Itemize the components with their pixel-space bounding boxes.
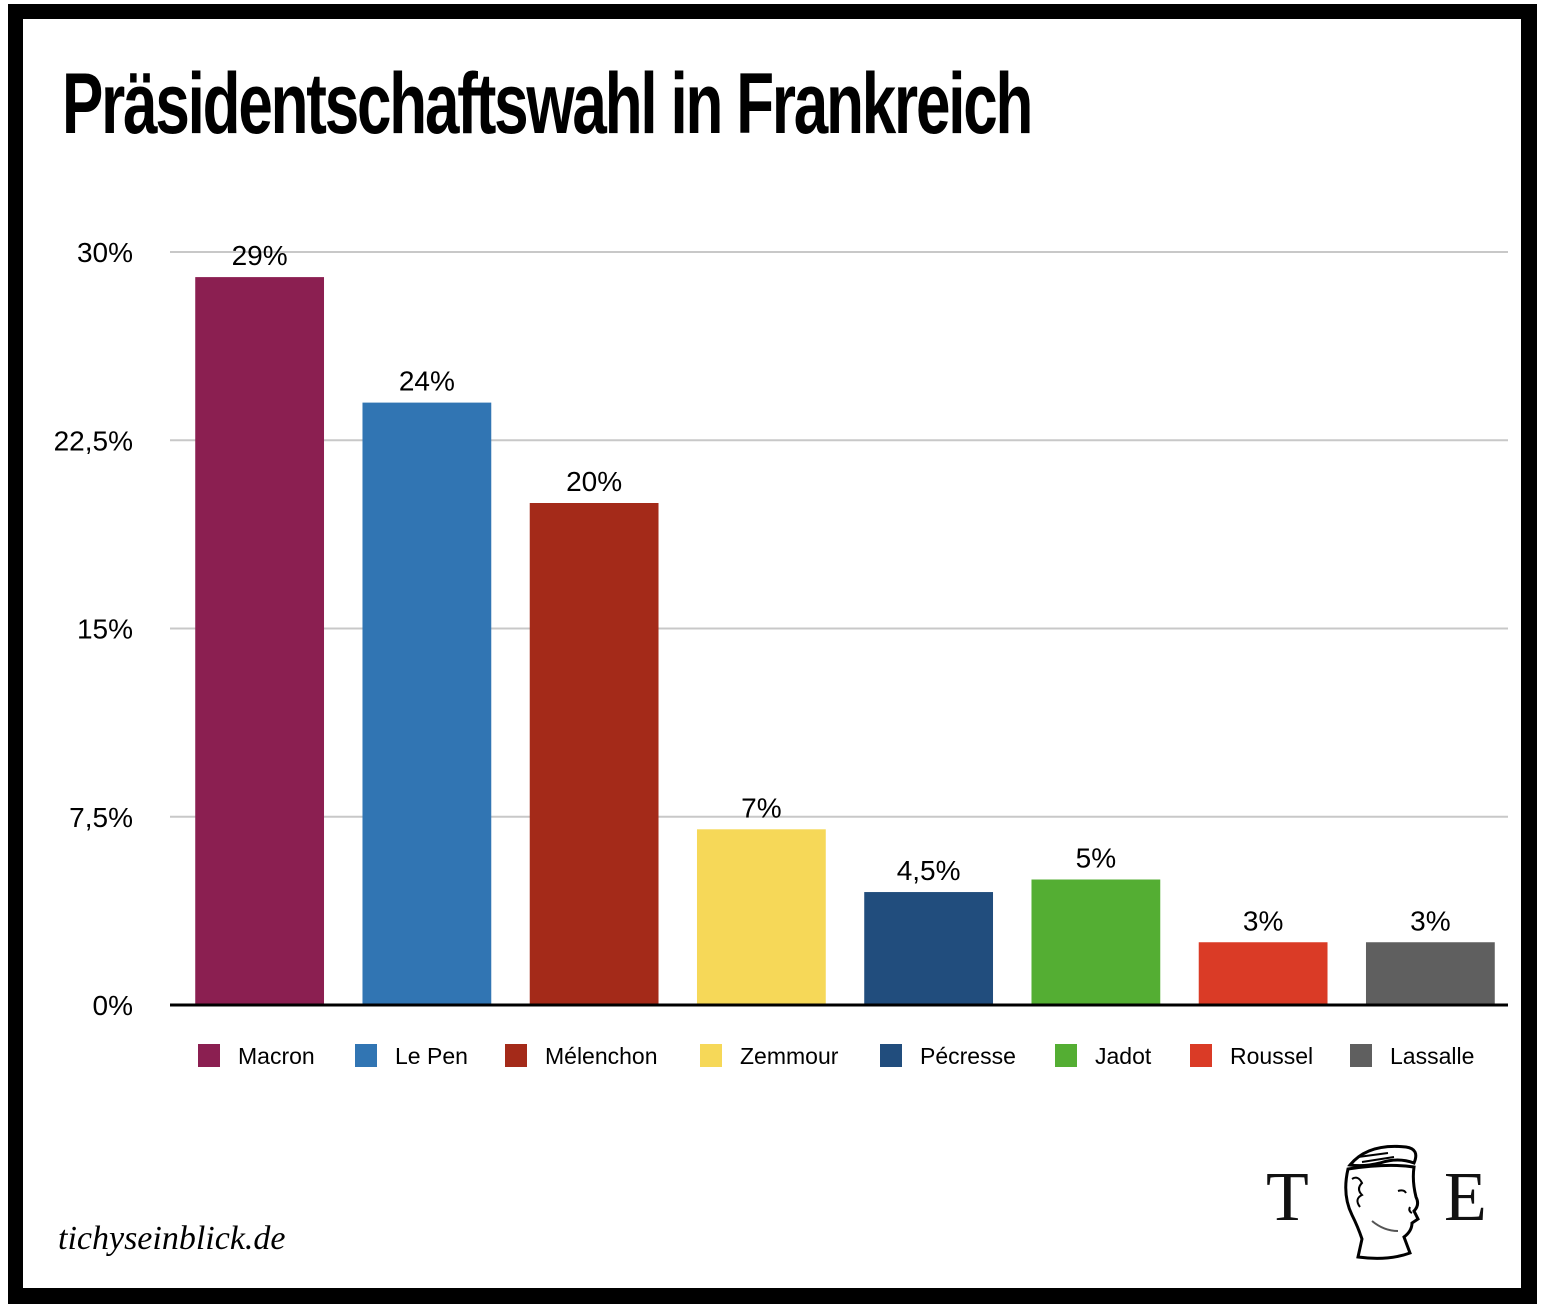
legend-label: Pécresse <box>920 1043 1016 1069</box>
y-tick-label: 15% <box>77 614 133 645</box>
logo-letter-e: E <box>1444 1159 1487 1236</box>
data-label: 5% <box>1076 843 1116 874</box>
site-name: tichyseinblick.de <box>58 1220 286 1257</box>
legend-swatch <box>1055 1044 1077 1067</box>
y-tick-label: 7,5% <box>69 802 133 833</box>
bar-pcresse <box>864 892 994 1005</box>
legend: Macron Le Pen Mélenchon Zemmour Pécresse Jado… <box>198 1043 1474 1069</box>
te-logo: T E <box>1262 1135 1502 1265</box>
hermes-head-icon <box>1344 1144 1420 1260</box>
legend-label: Jadot <box>1095 1043 1152 1069</box>
legend-swatch <box>1190 1044 1212 1067</box>
y-tick-label: 22,5% <box>54 425 133 456</box>
logo-letter-t: T <box>1266 1159 1309 1236</box>
y-tick-label: 30% <box>77 237 133 268</box>
bar-lassalle <box>1365 942 1495 1005</box>
legend-swatch <box>505 1044 527 1067</box>
bar-roussel <box>1198 942 1328 1005</box>
data-label: 24% <box>399 366 455 397</box>
data-label: 4,5% <box>897 855 961 886</box>
bar-jadot <box>1031 879 1161 1005</box>
y-tick-label: 0% <box>93 990 133 1021</box>
legend-swatch <box>1350 1044 1372 1067</box>
legend-label: Le Pen <box>395 1043 468 1069</box>
data-label: 3% <box>1243 905 1283 936</box>
legend-label: Macron <box>238 1043 315 1069</box>
data-labels: 29% 24% 20% 7% 4,5% 5% 3% 3% <box>232 240 1451 936</box>
bar-lepen <box>362 402 492 1006</box>
legend-swatch <box>700 1044 722 1067</box>
bar-macron <box>195 277 325 1006</box>
chart-title: Präsidentschaftswahl in Frankreich <box>62 56 1033 152</box>
data-label: 3% <box>1410 905 1450 936</box>
legend-swatch <box>880 1044 902 1067</box>
bar-mlenchon <box>529 503 659 1005</box>
data-label: 20% <box>566 466 622 497</box>
bars <box>195 277 1495 1006</box>
legend-label: Zemmour <box>740 1043 839 1069</box>
legend-label: Mélenchon <box>545 1043 658 1069</box>
bar-zemmour <box>696 829 826 1005</box>
y-axis-ticks: 0% 7,5% 15% 22,5% 30% <box>54 237 133 1021</box>
legend-swatch <box>198 1044 220 1067</box>
data-label: 29% <box>232 240 288 271</box>
legend-label: Roussel <box>1230 1043 1313 1069</box>
legend-label: Lassalle <box>1390 1043 1474 1069</box>
legend-swatch <box>355 1044 377 1067</box>
data-label: 7% <box>741 792 781 823</box>
